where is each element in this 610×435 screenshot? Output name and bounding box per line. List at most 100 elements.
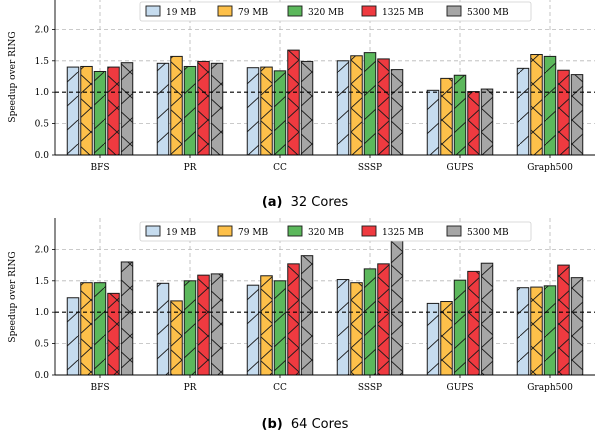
x-tick-label: BFS bbox=[90, 163, 109, 173]
bar-group bbox=[66, 49, 584, 156]
bar-hatch bbox=[183, 65, 197, 156]
bar-hatch bbox=[300, 255, 314, 376]
bar-hatch bbox=[336, 279, 350, 376]
legend-swatch bbox=[446, 225, 462, 237]
caption-tag: (a) bbox=[262, 195, 283, 210]
bar-hatch bbox=[557, 264, 570, 376]
x-tick-label: PR bbox=[184, 383, 197, 393]
legend-swatch bbox=[361, 225, 377, 237]
legend-swatch bbox=[287, 225, 303, 237]
bar-hatch bbox=[350, 282, 363, 376]
bar-hatch bbox=[287, 49, 300, 156]
x-tick-label: CC bbox=[273, 383, 287, 393]
bar-hatch bbox=[336, 60, 350, 156]
caption-text: 32 Cores bbox=[291, 195, 349, 210]
bar-hatch bbox=[377, 263, 390, 376]
bar-hatch bbox=[210, 273, 224, 376]
x-tick-label: Graph500 bbox=[527, 163, 573, 173]
x-tick-label: GUPS bbox=[447, 163, 474, 173]
bar-hatch bbox=[107, 66, 120, 156]
bar-hatch bbox=[80, 65, 93, 156]
bar-hatch bbox=[197, 60, 210, 156]
bar-hatch bbox=[480, 262, 494, 376]
bar-hatch bbox=[273, 70, 287, 156]
bar-hatch bbox=[120, 261, 134, 376]
bar-hatch bbox=[390, 230, 404, 376]
x-tick-label: PR bbox=[184, 163, 197, 173]
bar-hatch bbox=[260, 66, 273, 156]
bar-hatch bbox=[107, 292, 120, 376]
bar-hatch bbox=[93, 282, 107, 376]
bar-hatch bbox=[570, 74, 584, 156]
axes: 0.0 0.5 1.0 1.5 2.0 BFS PR CC SSSP GUPS Graph500 bbox=[35, 218, 595, 393]
y-tick-label: 2.0 bbox=[35, 245, 50, 255]
legend-swatch bbox=[217, 5, 233, 17]
legend-swatch bbox=[446, 5, 462, 17]
x-tick-label: SSSP bbox=[358, 383, 382, 393]
bar-hatch bbox=[467, 91, 480, 156]
chart-panel-64-cores: 0.0 0.5 1.0 1.5 2.0 BFS PR CC SSSP GUPS Graph500 1… bbox=[8, 218, 595, 432]
legend-swatch bbox=[217, 225, 233, 237]
legend-frame bbox=[139, 1, 532, 22]
bar-group bbox=[66, 230, 584, 376]
caption-text: 64 Cores bbox=[291, 417, 349, 432]
bar-hatch bbox=[156, 62, 170, 156]
bar-hatch bbox=[377, 58, 390, 156]
legend-swatch bbox=[145, 5, 161, 17]
legend-label: 1325 MB bbox=[382, 228, 424, 238]
legend-label: 5300 MB bbox=[467, 8, 509, 18]
bar-hatch bbox=[363, 52, 377, 156]
bar-hatch bbox=[66, 66, 80, 156]
bar-hatch bbox=[426, 89, 440, 156]
legend-swatch bbox=[361, 5, 377, 17]
x-tick-label: SSSP bbox=[358, 163, 382, 173]
bar-hatch bbox=[170, 55, 183, 156]
caption-tag: (b) bbox=[262, 417, 283, 432]
bar-hatch bbox=[363, 268, 377, 376]
y-axis-label: Speedup over RING bbox=[8, 251, 18, 342]
y-tick-label: 1.0 bbox=[35, 308, 50, 318]
bar-hatch bbox=[183, 280, 197, 376]
bar-hatch bbox=[80, 282, 93, 376]
legend-label: 79 MB bbox=[238, 228, 269, 238]
x-tick-label: BFS bbox=[90, 383, 109, 393]
x-tick-label: GUPS bbox=[447, 383, 474, 393]
y-tick-label: 0.5 bbox=[35, 340, 50, 350]
y-tick-label: 1.0 bbox=[35, 88, 50, 98]
bar-hatch bbox=[350, 55, 363, 156]
bar-hatch bbox=[390, 69, 404, 156]
bar-hatch bbox=[570, 277, 584, 376]
legend: 19 MB 79 MB 320 MB 1325 MB 5300 MB bbox=[139, 221, 532, 242]
legend-label: 5300 MB bbox=[467, 228, 509, 238]
panel-caption: (b) 64 Cores bbox=[262, 417, 349, 432]
bar-hatch bbox=[156, 282, 170, 376]
bar-hatch bbox=[516, 287, 530, 376]
y-tick-label: 2.0 bbox=[35, 25, 50, 35]
bar-hatch bbox=[66, 297, 80, 376]
legend-frame bbox=[139, 221, 532, 242]
bar-hatch bbox=[557, 69, 570, 156]
legend: 19 MB 79 MB 320 MB 1325 MB 5300 MB bbox=[139, 1, 532, 22]
bar-hatch bbox=[530, 54, 543, 156]
bar-hatch bbox=[516, 67, 530, 156]
bar-hatch bbox=[246, 67, 260, 156]
bar-hatch bbox=[246, 284, 260, 376]
x-tick-label: Graph500 bbox=[527, 383, 573, 393]
bar-hatch bbox=[480, 88, 494, 156]
legend-swatch bbox=[287, 5, 303, 17]
legend-label: 19 MB bbox=[166, 8, 197, 18]
bar-hatch bbox=[467, 270, 480, 376]
bar-hatch bbox=[530, 286, 543, 376]
bar-hatch bbox=[197, 274, 210, 376]
legend-label: 320 MB bbox=[308, 8, 344, 18]
grid-lines bbox=[55, 218, 595, 375]
bar-hatch bbox=[260, 275, 273, 376]
axes: 0.0 0.5 1.0 1.5 2.0 BFS PR CC SSSP GUPS Graph500 bbox=[35, 0, 595, 173]
y-axis-label: Speedup over RING bbox=[8, 31, 18, 122]
bar-hatch bbox=[440, 77, 453, 156]
bar-hatch bbox=[543, 55, 557, 156]
bar-hatch bbox=[543, 285, 557, 376]
chart-panel-32-cores: 0.0 0.5 1.0 1.5 2.0 BFS PR CC SSSP GUPS Graph500 1… bbox=[8, 0, 595, 210]
y-tick-label: 0.5 bbox=[35, 120, 50, 130]
